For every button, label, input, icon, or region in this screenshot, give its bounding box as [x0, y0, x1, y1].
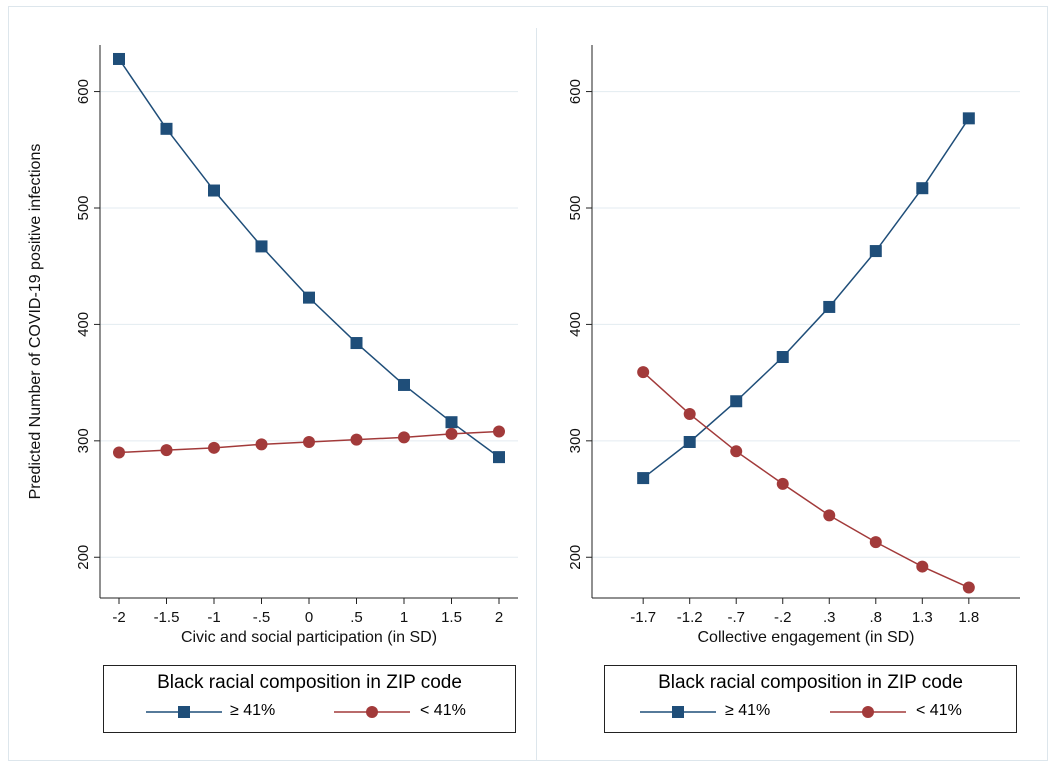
data-point-square	[208, 184, 220, 197]
data-point-circle	[776, 477, 789, 490]
data-point-square	[113, 52, 125, 65]
data-point-circle	[962, 581, 975, 594]
x-axis-title: Civic and social participation (in SD)	[181, 629, 437, 646]
data-point-circle	[869, 536, 882, 549]
x-tick-label: -1.5	[154, 609, 180, 626]
x-tick-label: .3	[823, 609, 836, 626]
legend-right: Black racial composition in ZIP code ≥ 4…	[604, 665, 1017, 733]
x-tick-label: -1.7	[630, 609, 656, 626]
data-point-circle	[303, 435, 315, 448]
series-line-1	[118, 58, 500, 458]
y-tick-label: 300	[75, 428, 92, 453]
series-line-1	[642, 117, 970, 479]
y-tick-label: 300	[567, 428, 584, 453]
y-tick-label: 400	[75, 312, 92, 337]
data-point-square	[160, 122, 173, 135]
x-axis-title: Collective engagement (in SD)	[698, 629, 915, 646]
data-point-square	[730, 395, 743, 408]
x-tick-label: 2	[495, 609, 503, 626]
y-tick-label: 400	[567, 312, 584, 337]
data-point-circle	[916, 560, 929, 573]
data-point-circle	[445, 427, 458, 440]
series-line-2	[642, 371, 970, 589]
y-tick-label: 500	[75, 195, 92, 220]
x-tick-label: 1.3	[912, 609, 933, 626]
data-point-square	[916, 182, 929, 195]
y-tick-label: 200	[567, 545, 584, 570]
legend-label-series-1: ≥ 41%	[230, 702, 276, 719]
x-tick-label: .8	[870, 609, 883, 626]
x-tick-label: -2	[112, 609, 125, 626]
data-point-circle	[683, 408, 696, 421]
data-point-circle	[398, 431, 410, 444]
data-point-square	[350, 337, 363, 350]
data-point-square	[962, 112, 975, 125]
legend-label-series-2: < 41%	[916, 702, 962, 719]
data-point-circle	[113, 446, 125, 459]
legend-left: Black racial composition in ZIP code ≥ 4…	[103, 665, 516, 733]
data-point-square	[303, 291, 315, 304]
data-point-circle	[730, 445, 743, 458]
chart-panel-2: 200 300 400 500 600 -1.7 -1.2 -.7 -.2 .3 .8 1.3 1.8 C…	[567, 45, 1020, 646]
data-point-square	[445, 416, 458, 429]
y-tick-label: 600	[75, 79, 92, 104]
y-tick-label: 500	[567, 195, 584, 220]
data-point-circle	[350, 433, 363, 446]
data-point-square	[776, 351, 789, 364]
data-point-square	[683, 435, 696, 448]
x-tick-label: -.5	[253, 609, 271, 626]
legend-label-series-1: ≥ 41%	[725, 702, 771, 719]
data-point-square	[823, 300, 836, 313]
x-tick-label: 1.5	[441, 609, 462, 626]
data-point-square	[637, 472, 650, 485]
y-axis-title: Predicted Number of COVID-19 positive in…	[27, 144, 44, 500]
data-point-square	[493, 451, 505, 464]
data-point-circle	[208, 441, 220, 454]
legend-circle-marker	[862, 706, 874, 718]
y-tick-label: 200	[75, 545, 92, 570]
x-tick-label: 0	[305, 609, 313, 626]
x-tick-label: -.7	[727, 609, 745, 626]
data-point-circle	[493, 425, 505, 438]
panel-divider	[536, 28, 537, 760]
x-tick-label: -1.2	[677, 609, 703, 626]
x-tick-label: -.2	[774, 609, 792, 626]
x-tick-label: 1.8	[958, 609, 979, 626]
legend-swatches	[640, 706, 906, 718]
x-tick-label: 1	[400, 609, 408, 626]
legend-swatches	[146, 706, 410, 718]
x-tick-label: -1	[207, 609, 220, 626]
data-point-circle	[823, 509, 836, 522]
data-point-square	[869, 245, 882, 258]
legend-square-marker	[672, 706, 684, 718]
figure-frame	[8, 6, 1048, 761]
legend-title: Black racial composition in ZIP code	[658, 672, 963, 693]
legend-square-marker	[178, 706, 190, 718]
data-point-circle	[160, 444, 173, 457]
data-point-circle	[255, 438, 268, 451]
data-point-square	[398, 378, 410, 391]
chart-panel-1: 200 300 400 500 600 -2 -1.5 -1 -.5 0 .5 1 1.5 2 Civic …	[27, 45, 518, 646]
y-tick-label: 600	[567, 79, 584, 104]
legend-label-series-2: < 41%	[420, 702, 466, 719]
data-point-square	[255, 240, 268, 253]
legend-circle-marker	[366, 706, 378, 718]
x-tick-label: .5	[350, 609, 363, 626]
data-point-circle	[637, 366, 650, 379]
legend-title: Black racial composition in ZIP code	[157, 672, 462, 693]
